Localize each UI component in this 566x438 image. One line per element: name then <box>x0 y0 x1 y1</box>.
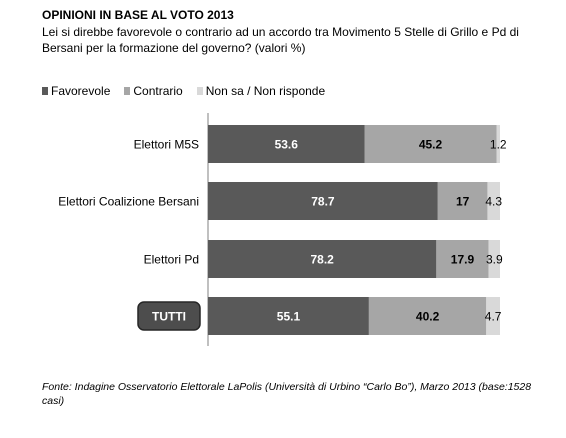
legend-item-non-sa: Non sa / Non risponde <box>196 84 326 98</box>
bar-non-sa-non-risponde-tutti <box>486 297 500 335</box>
chart-subtitle: Lei si direbbe favorevole o contrario ad… <box>42 25 519 55</box>
data-label-non-sa-non-risponde-elettori-pd: 3.9 <box>486 253 503 267</box>
legend-label-non-sa: Non sa / Non risponde <box>205 84 326 98</box>
data-label-non-sa-non-risponde-elettori-m5s: 1.2 <box>490 138 507 152</box>
category-label-elettori-m5s: Elettori M5S <box>134 138 199 152</box>
bar-favorevole-tutti <box>208 297 369 335</box>
chart-title: OPINIONI IN BASE AL VOTO 2013 <box>42 8 234 22</box>
data-label-favorevole-tutti: 55.1 <box>277 310 301 324</box>
data-label-favorevole-elettori-coalizione-bersani: 78.7 <box>311 195 335 209</box>
data-label-contrario-elettori-pd: 17.9 <box>451 253 475 267</box>
category-label-elettori-coalizione-bersani: Elettori Coalizione Bersani <box>58 195 199 209</box>
data-label-non-sa-non-risponde-elettori-coalizione-bersani: 4.3 <box>485 195 502 209</box>
bar-non-sa-non-risponde-elettori-coalizione-bersani <box>487 182 500 220</box>
bar-favorevole-elettori-coalizione-bersani <box>208 182 438 220</box>
source-footnote: Fonte: Indagine Osservatorio Elettorale … <box>42 381 532 407</box>
legend-swatch-contrario <box>124 87 131 95</box>
legend-swatch-non-sa <box>196 87 203 95</box>
legend: Favorevole Contrario Non sa / Non rispon… <box>42 84 339 98</box>
data-label-contrario-elettori-coalizione-bersani: 17 <box>456 195 470 209</box>
data-label-contrario-tutti: 40.2 <box>416 310 440 324</box>
bar-favorevole-elettori-m5s <box>208 125 365 163</box>
bar-non-sa-non-risponde-elettori-pd <box>488 240 500 278</box>
bar-contrario-elettori-pd <box>436 240 489 278</box>
bar-contrario-tutti <box>368 297 487 335</box>
data-label-contrario-elettori-m5s: 45.2 <box>419 138 443 152</box>
legend-swatch-favorevole <box>42 87 48 95</box>
legend-label-favorevole: Favorevole <box>51 84 111 98</box>
legend-item-contrario: Contrario <box>124 84 183 98</box>
bar-contrario-elettori-m5s <box>364 125 497 163</box>
data-label-favorevole-elettori-pd: 78.2 <box>310 253 334 267</box>
data-label-favorevole-elettori-m5s: 53.6 <box>275 138 299 152</box>
bar-contrario-elettori-coalizione-bersani <box>437 182 488 220</box>
data-label-non-sa-non-risponde-tutti: 4.7 <box>485 310 502 324</box>
legend-item-favorevole: Favorevole <box>42 84 110 98</box>
category-label-elettori-pd: Elettori Pd <box>144 253 199 267</box>
category-label-tutti: TUTTI <box>152 310 186 324</box>
legend-label-contrario: Contrario <box>133 84 183 98</box>
bar-favorevole-elettori-pd <box>208 240 437 278</box>
category-badge-tutti <box>137 301 201 331</box>
bar-non-sa-non-risponde-elettori-m5s <box>496 125 500 163</box>
